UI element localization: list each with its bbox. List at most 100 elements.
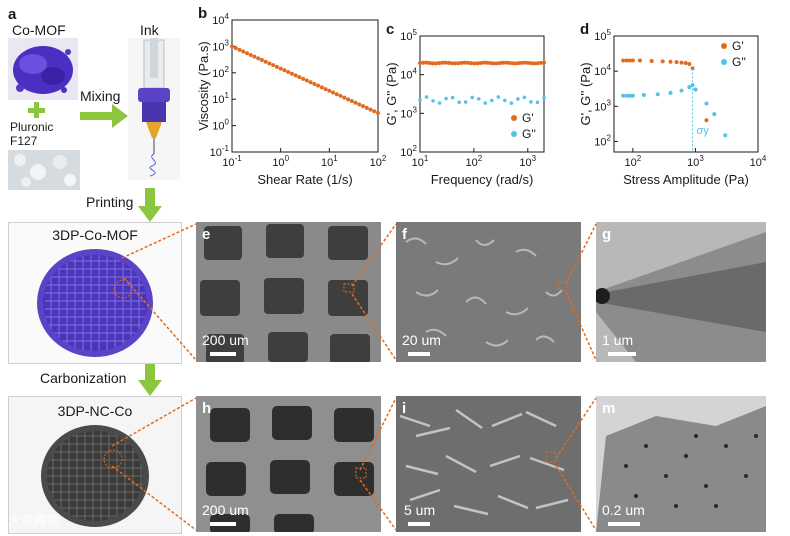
data-point-b-38 bbox=[372, 109, 377, 114]
y-axis-label-b: Viscosity (Pa.s) bbox=[196, 41, 211, 130]
data-point-d-1-5 bbox=[655, 92, 660, 97]
x-tick-label-d-0: 102 bbox=[624, 154, 641, 169]
data-point-c-g1-29 bbox=[510, 61, 515, 66]
x-tick-label-b-2: 101 bbox=[321, 154, 338, 169]
data-point-c-g1-6 bbox=[437, 61, 442, 66]
data-point-b-19 bbox=[301, 76, 306, 81]
y-tick-label-d-0: 102 bbox=[594, 133, 611, 148]
data-point-b-29 bbox=[338, 93, 343, 98]
legend-label-d-1: G'' bbox=[732, 55, 746, 69]
data-point-b-1 bbox=[233, 46, 238, 51]
data-point-c-g1-4 bbox=[430, 61, 435, 66]
data-point-c-g2-8 bbox=[470, 95, 475, 100]
data-point-d-1-1 bbox=[624, 93, 629, 98]
data-point-d-0-2 bbox=[627, 58, 632, 63]
data-point-b-17 bbox=[293, 73, 298, 78]
y-tick-label-c-1: 103 bbox=[400, 105, 417, 120]
scale-bar-i bbox=[408, 522, 430, 526]
data-point-c-g1-21 bbox=[484, 60, 489, 65]
data-point-c-g1-32 bbox=[519, 60, 524, 65]
photo-3dp-nc-co-title: 3DP-NC-Co bbox=[57, 403, 133, 419]
data-point-b-33 bbox=[353, 100, 358, 105]
data-point-d-0-5 bbox=[649, 58, 654, 63]
panel-letter-c: c bbox=[386, 21, 394, 38]
scale-bar-h bbox=[210, 522, 236, 526]
data-point-c-g1-9 bbox=[446, 60, 451, 65]
data-point-b-22 bbox=[312, 81, 317, 86]
data-point-b-26 bbox=[327, 88, 332, 93]
data-point-c-g1-35 bbox=[529, 61, 534, 66]
tem-image-m: m 0.2 um bbox=[596, 396, 766, 532]
data-point-c-g1-31 bbox=[516, 61, 521, 66]
scale-bar-m bbox=[608, 522, 640, 526]
data-point-c-g2-5 bbox=[450, 95, 455, 100]
data-point-b-20 bbox=[304, 78, 309, 83]
data-point-c-g2-14 bbox=[509, 101, 514, 105]
carbonization-label: Carbonization bbox=[40, 370, 127, 386]
watermark: 大数跨境 bbox=[8, 513, 61, 528]
scale-bar-e bbox=[210, 352, 236, 356]
data-point-d-0-1 bbox=[624, 58, 629, 63]
y-tick-label-d-1: 103 bbox=[594, 98, 611, 113]
data-point-b-23 bbox=[316, 83, 321, 88]
panel-letter-b: b bbox=[198, 5, 207, 22]
x-tick-label-b-3: 102 bbox=[370, 154, 387, 169]
data-point-b-37 bbox=[368, 107, 373, 112]
scale-label-e: 200 um bbox=[202, 332, 249, 348]
data-point-b-5 bbox=[248, 52, 253, 57]
data-point-c-g1-30 bbox=[513, 61, 518, 66]
printing-label: Printing bbox=[86, 194, 134, 210]
data-point-b-21 bbox=[308, 80, 313, 85]
scale-label-g: 1 um bbox=[602, 332, 634, 348]
data-point-d-0-7 bbox=[668, 59, 673, 64]
data-point-b-4 bbox=[244, 51, 249, 56]
data-point-c-g1-3 bbox=[427, 60, 432, 65]
x-tick-label-c-1: 102 bbox=[466, 154, 483, 169]
data-point-c-g1-0 bbox=[418, 61, 422, 66]
data-point-c-g1-5 bbox=[433, 61, 438, 66]
data-point-c-g1-19 bbox=[478, 60, 483, 65]
data-point-c-g2-1 bbox=[424, 95, 429, 99]
data-point-c-g1-14 bbox=[462, 60, 467, 65]
x-tick-label-c-0: 101 bbox=[412, 154, 429, 169]
ink-label: Ink bbox=[140, 22, 159, 38]
sem-letter-e: e bbox=[202, 226, 211, 243]
photo-3dp-co-mof-title: 3DP-Co-MOF bbox=[52, 227, 138, 243]
legend-marker-c-0 bbox=[511, 115, 517, 121]
scale-label-f: 20 um bbox=[402, 332, 441, 348]
y-tick-label-b-4: 103 bbox=[212, 38, 229, 53]
data-point-d-0-11 bbox=[687, 61, 692, 66]
mixing-arrow-icon bbox=[80, 104, 128, 128]
data-point-b-34 bbox=[357, 102, 362, 107]
data-point-c-g2-15 bbox=[516, 97, 520, 101]
data-point-d-1-11 bbox=[704, 101, 709, 106]
scale-bar-f bbox=[408, 352, 430, 356]
plot-frame-b bbox=[231, 19, 379, 153]
data-point-c-g1-36 bbox=[532, 61, 537, 66]
data-point-c-g2-3 bbox=[437, 101, 442, 105]
sem-image-e: e 200 um bbox=[196, 222, 381, 362]
data-point-d-1-2 bbox=[627, 93, 632, 98]
pluronic-label: Pluronic bbox=[10, 120, 54, 134]
data-point-d-1-13 bbox=[723, 133, 728, 138]
data-point-c-g1-7 bbox=[440, 60, 445, 65]
legend-label-c-0: G' bbox=[522, 111, 534, 125]
data-point-c-g2-16 bbox=[522, 95, 527, 100]
pluronic-powder-image bbox=[8, 150, 80, 190]
data-point-c-g2-0 bbox=[418, 98, 422, 102]
data-point-b-36 bbox=[364, 105, 369, 110]
data-point-c-g1-15 bbox=[465, 60, 470, 65]
sem-letter-h: h bbox=[202, 400, 212, 417]
scale-label-m: 0.2 um bbox=[602, 502, 645, 518]
data-point-c-g1-10 bbox=[449, 61, 454, 66]
data-point-c-g1-16 bbox=[468, 61, 473, 66]
legend-label-d-0: G' bbox=[732, 39, 744, 53]
y-tick-label-d-2: 104 bbox=[594, 63, 611, 78]
legend-marker-d-0 bbox=[721, 43, 727, 49]
data-point-b-24 bbox=[319, 85, 324, 90]
data-point-b-9 bbox=[263, 59, 268, 64]
data-point-d-0-8 bbox=[674, 60, 679, 65]
mixing-label: Mixing bbox=[80, 88, 121, 104]
sem-letter-f: f bbox=[402, 226, 407, 243]
data-point-c-g1-33 bbox=[522, 60, 527, 65]
